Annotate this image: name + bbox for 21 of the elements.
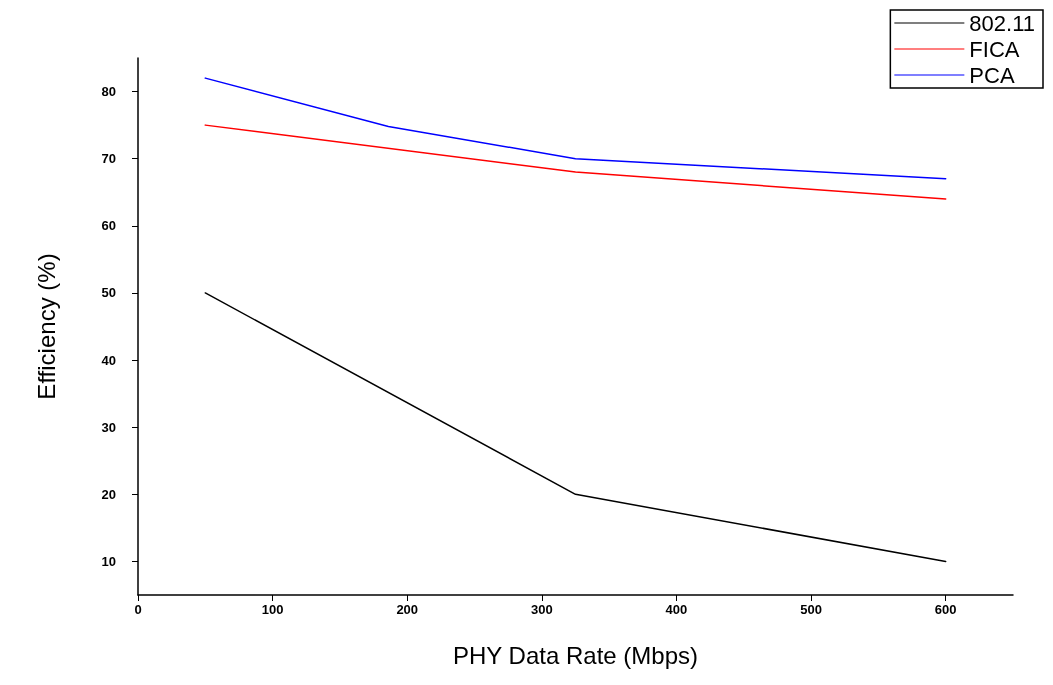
y-axis-title: Efficiency (%) xyxy=(32,253,60,400)
legend-label: FICA xyxy=(969,36,1020,62)
y-tick-label: 20 xyxy=(101,486,116,502)
x-tick-label: 400 xyxy=(665,602,688,617)
y-tick-label: 80 xyxy=(101,84,116,100)
x-tick-label: 300 xyxy=(530,602,553,617)
x-axis-title: PHY Data Rate (Mbps) xyxy=(453,641,698,669)
y-tick-label: 50 xyxy=(101,285,116,301)
x-tick-label: 600 xyxy=(934,602,957,617)
y-tick-label: 70 xyxy=(101,151,116,167)
y-tick-label: 60 xyxy=(101,218,116,234)
x-tick-label: 500 xyxy=(800,602,822,617)
x-tick-label: 0 xyxy=(134,602,142,617)
y-tick-label: 40 xyxy=(101,352,116,368)
x-tick-label: 100 xyxy=(261,602,284,617)
y-tick-label: 10 xyxy=(101,553,116,569)
line-series xyxy=(204,77,947,180)
legend-label: PCA xyxy=(969,62,1015,88)
x-tick-label: 200 xyxy=(396,602,419,617)
legend-label: 802.11 xyxy=(969,10,1035,36)
y-tick-label: 30 xyxy=(101,419,116,435)
